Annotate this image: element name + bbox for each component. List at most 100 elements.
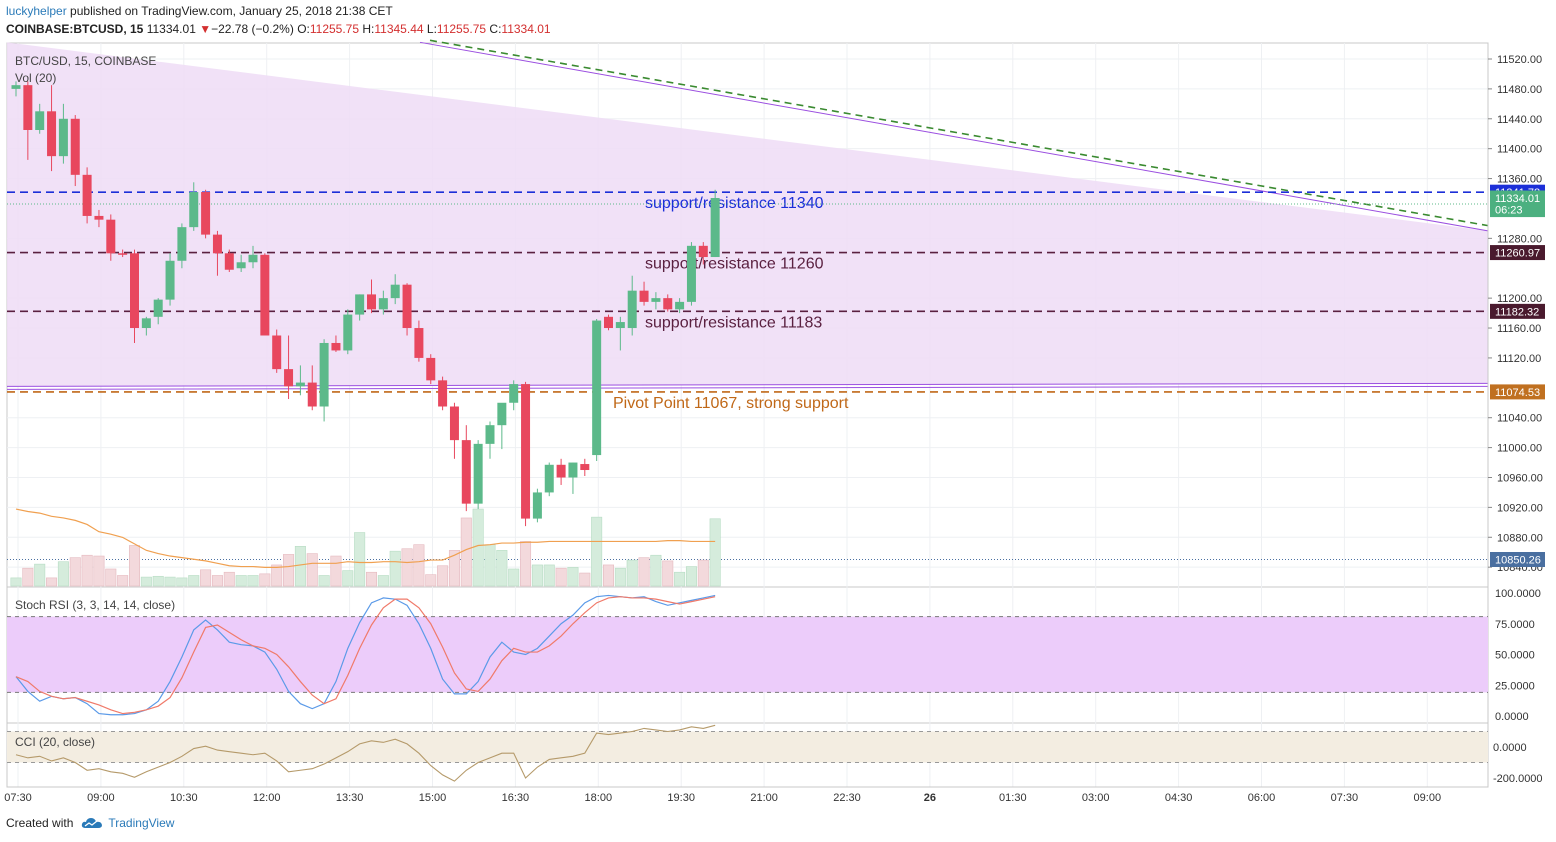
candle-body [201, 192, 211, 235]
volume-bar [602, 564, 614, 587]
rsi-band [7, 616, 1488, 693]
time-tick-label: 15:00 [419, 792, 447, 804]
volume-bar [662, 560, 674, 587]
volume-bar [188, 575, 200, 587]
candle [378, 290, 388, 315]
candle [592, 319, 602, 462]
volume-bar [520, 541, 532, 587]
candle-body [35, 111, 45, 130]
time-tick-label: 18:00 [585, 792, 613, 804]
candle [35, 103, 45, 134]
candle-body [698, 245, 708, 258]
candle [284, 335, 294, 400]
candle [201, 189, 211, 239]
candle-body [521, 384, 531, 519]
candle-body [141, 318, 151, 329]
volume-bar [283, 554, 295, 587]
candle [236, 254, 246, 272]
rsi-tick-label: 100.0000 [1495, 588, 1541, 600]
volume-bar [685, 566, 697, 587]
candle-body [212, 234, 222, 254]
candle-body [47, 111, 57, 157]
candle-body [438, 380, 448, 407]
author-link[interactable]: luckyhelper [6, 4, 67, 18]
candle-body [58, 118, 68, 157]
candle [355, 294, 365, 321]
candle-body [651, 298, 661, 302]
tradingview-link[interactable]: TradingView [81, 816, 174, 830]
price-tick-label: 11440.00 [1497, 114, 1542, 126]
candle-body [675, 301, 685, 310]
rsi-d-line [15, 596, 716, 715]
candle-body [165, 260, 175, 300]
candle [319, 339, 329, 422]
volume-bar [567, 567, 579, 587]
candle [568, 462, 578, 494]
volume-bar [57, 561, 69, 587]
symbol-label[interactable]: COINBASE:BTCUSD, 15 [6, 22, 144, 36]
volume-bar [235, 575, 247, 587]
level-label: Pivot Point 11067, strong support [613, 395, 849, 412]
candle [343, 309, 353, 355]
time-tick-label: 10:30 [170, 792, 198, 804]
candle [153, 298, 163, 325]
publish-info: luckyhelper published on TradingView.com… [6, 4, 393, 18]
volume-bar [200, 569, 212, 587]
candle-body [331, 342, 341, 351]
candle [94, 209, 104, 228]
candle-body [307, 382, 317, 407]
tradingview-brand: TradingView [108, 816, 175, 830]
price-tag-label: 11182.32 [1495, 306, 1539, 318]
candle [414, 320, 424, 362]
volume-bar [543, 564, 555, 587]
candle-body [236, 262, 246, 269]
volume-bar [496, 550, 508, 587]
candle-body [295, 382, 305, 387]
candle [130, 249, 139, 343]
candle [615, 316, 625, 351]
candle [675, 298, 685, 314]
volume-bar [34, 563, 46, 587]
price-tag [1490, 303, 1545, 319]
candle-body [449, 406, 459, 441]
candle-body [497, 402, 507, 426]
price-tick-label: 10960.00 [1497, 472, 1543, 484]
candle [11, 81, 21, 97]
time-tick-label: 03:00 [1082, 792, 1110, 804]
volume-bar [508, 568, 520, 587]
price-tag-label: 11074.53 [1495, 387, 1540, 399]
volume-bar [591, 516, 603, 587]
low-value: 11255.75 [436, 22, 487, 36]
volume-bar [10, 577, 22, 587]
time-tick-label: 01:30 [999, 792, 1027, 804]
price-tick-label: 11520.00 [1497, 54, 1542, 66]
close-label: C: [489, 22, 502, 36]
candle-body [11, 85, 21, 89]
candle-body [260, 254, 270, 336]
price-tick-label: 11280.00 [1497, 233, 1542, 245]
candle-body [284, 369, 294, 387]
volume-bar [413, 544, 425, 587]
candle [106, 214, 116, 261]
volume-bar [176, 577, 188, 587]
candle [710, 189, 720, 258]
channel-lower-line [6, 382, 1489, 387]
candle-body [319, 342, 329, 407]
volume-bar [211, 575, 223, 587]
channel-upper-line [419, 41, 1489, 232]
price-tag [1490, 202, 1545, 218]
candle-body [130, 253, 139, 329]
candle [331, 335, 341, 352]
price-tag [1490, 245, 1545, 261]
candle-body [106, 219, 116, 254]
candle [521, 381, 531, 527]
cci-tick-label: -200.0000 [1493, 773, 1543, 785]
price-tag [1490, 384, 1545, 400]
candle [141, 316, 151, 336]
candle-body [153, 299, 163, 317]
candle [627, 275, 637, 336]
rsi-tick-label: 75.0000 [1495, 619, 1535, 631]
price-tick-label: 11040.00 [1497, 413, 1542, 425]
candle-body [367, 294, 376, 310]
